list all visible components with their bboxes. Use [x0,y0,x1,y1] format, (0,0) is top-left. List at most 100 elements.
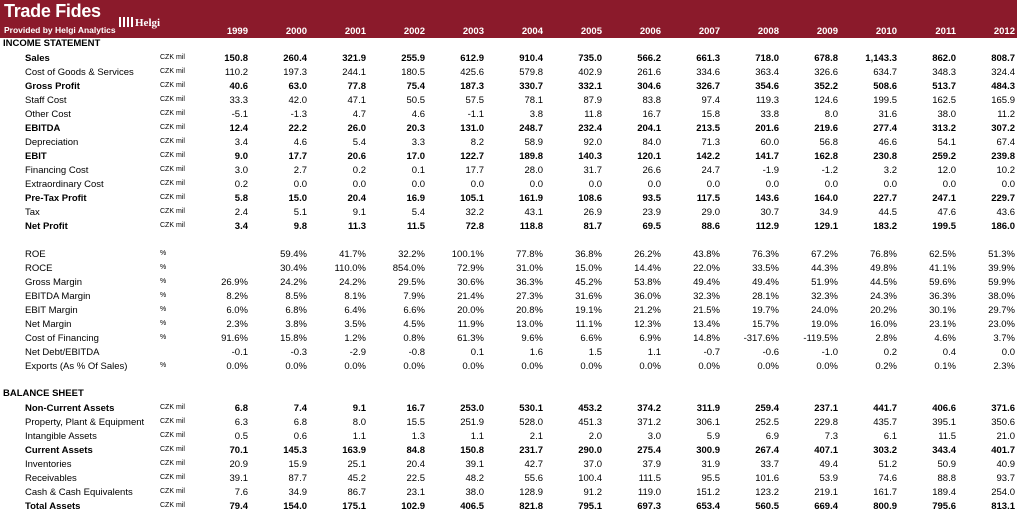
table-cell: 45.2 [347,473,367,484]
table-cell: 330.7 [519,81,543,92]
table-cell: 0.0 [352,179,366,190]
row-unit: % [160,320,167,327]
row-unit: CZK mil [160,54,185,61]
table-cell: 197.3 [283,67,307,78]
table-cell: 0.2 [234,179,248,190]
table-cell: 6.0% [226,305,248,316]
table-cell: 119.0 [637,487,661,498]
table-cell: 50.9 [937,459,957,470]
table-cell: 16.7 [406,403,426,414]
table-cell: 15.8% [280,333,307,344]
year-2012: 2012 [993,26,1015,37]
table-cell: 0.0% [816,361,838,372]
table-cell: 88.8 [937,473,957,484]
table-cell: 31.7 [583,165,603,176]
table-cell: 401.7 [991,445,1015,456]
table-cell: 435.7 [873,417,897,428]
table-cell: 129.1 [814,221,838,232]
table-cell: 0.0 [470,179,484,190]
table-cell: 11.2 [997,109,1015,120]
table-cell: 4.6% [934,333,956,344]
table-cell: 7.4 [293,403,307,414]
table-cell: 6.4% [344,305,366,316]
table-cell: 21.0 [996,431,1016,442]
table-row: Net Profit CZK mil 3.4 9.8 11.3 11.5 72.8 118.8… [0,220,1017,234]
table-cell: 0.0 [411,179,425,190]
table-cell: 7.6 [234,487,248,498]
year-2007: 2007 [698,26,720,37]
table-cell: 33.3 [229,95,249,106]
row-label: EBIT Margin [25,305,78,316]
table-cell: 14.4% [634,263,661,274]
row-unit: % [160,306,167,313]
table-cell: 162.5 [932,95,956,106]
table-cell: 11.1% [575,319,602,330]
table-cell: 39.1 [465,459,485,470]
table-cell: 72.9% [457,263,484,274]
year-2003: 2003 [462,26,484,37]
table-cell: 530.1 [519,403,543,414]
table-cell: -1.2 [821,165,838,176]
table-cell: 0.0 [529,179,543,190]
table-cell: 19.0% [811,319,838,330]
table-cell: 78.1 [524,95,544,106]
table-cell: 23.0% [988,319,1015,330]
logo-text: Helgi [135,17,161,29]
table-cell: -317.6% [743,333,779,344]
table-row: Depreciation CZK mil 3.4 4.6 5.4 3.3 8.2 58.9 92… [0,136,1017,150]
table-cell: -1.9 [762,165,779,176]
table-cell: 13.4% [693,319,720,330]
table-cell: 324.4 [991,67,1015,78]
table-cell: 1.5 [588,347,602,358]
table-cell: 69.5 [642,221,662,232]
table-cell: 6.1 [883,431,897,442]
row-label: Inventories [25,459,72,470]
table-cell: 42.0 [288,95,308,106]
table-cell: 67.4 [996,137,1016,148]
row-unit: CZK mil [160,180,185,187]
table-row: Total Assets CZK mil 79.4 154.0 175.1 102.9 40… [0,500,1017,514]
table-cell: 43.6 [996,207,1016,218]
table-cell: 141.7 [755,151,779,162]
table-cell: 50.5 [406,95,426,106]
table-cell: 63.0 [288,81,308,92]
table-cell: 93.7 [996,473,1016,484]
table-cell: 371.6 [991,403,1015,414]
table-cell: 27.3% [516,291,543,302]
table-cell: 43.1 [524,207,544,218]
table-cell: 51.9% [811,277,838,288]
table-cell: 0.0% [226,361,248,372]
table-cell: 29.0 [701,207,721,218]
table-cell: 334.6 [696,67,720,78]
table-cell: 267.4 [755,445,779,456]
table-row: Pre-Tax Profit CZK mil 5.8 15.0 20.4 16.9 105.… [0,192,1017,206]
year-2008: 2008 [757,26,779,37]
table-cell: -0.8 [408,347,425,358]
table-cell: 20.6 [347,151,367,162]
table-cell: 669.4 [814,501,838,512]
table-cell: 406.6 [932,403,956,414]
row-label: EBITDA [25,123,61,134]
table-row: Staff Cost CZK mil 33.3 42.0 47.1 50.5 57.5 78.… [0,94,1017,108]
table-cell: 304.6 [637,81,661,92]
table-cell: 9.8 [293,221,307,232]
row-unit: CZK mil [160,124,185,131]
table-cell: 0.0% [639,361,661,372]
table-row: ROCE% 30.4% 110.0% 854.0% 72.9% 31.0% 15.0% 14.… [0,262,1017,276]
table-cell: 6.6% [403,305,425,316]
table-cell: 634.7 [873,67,897,78]
row-label: Receivables [25,473,77,484]
table-cell: 162.8 [814,151,838,162]
table-cell: 44.5% [870,277,897,288]
row-label: Financing Cost [25,165,89,176]
table-cell: 15.5 [406,417,426,428]
row-label: Gross Profit [25,81,80,92]
table-cell: 0.0% [403,361,425,372]
table-row: Gross Profit CZK mil 40.6 63.0 77.8 75.4 187.3… [0,80,1017,94]
table-cell: 119.3 [755,95,779,106]
table-cell: 108.6 [578,193,602,204]
table-cell: 36.8% [575,249,602,260]
table-cell: 23.1 [406,487,426,498]
table-cell: 140.3 [578,151,602,162]
table-cell: 0.0% [344,361,366,372]
